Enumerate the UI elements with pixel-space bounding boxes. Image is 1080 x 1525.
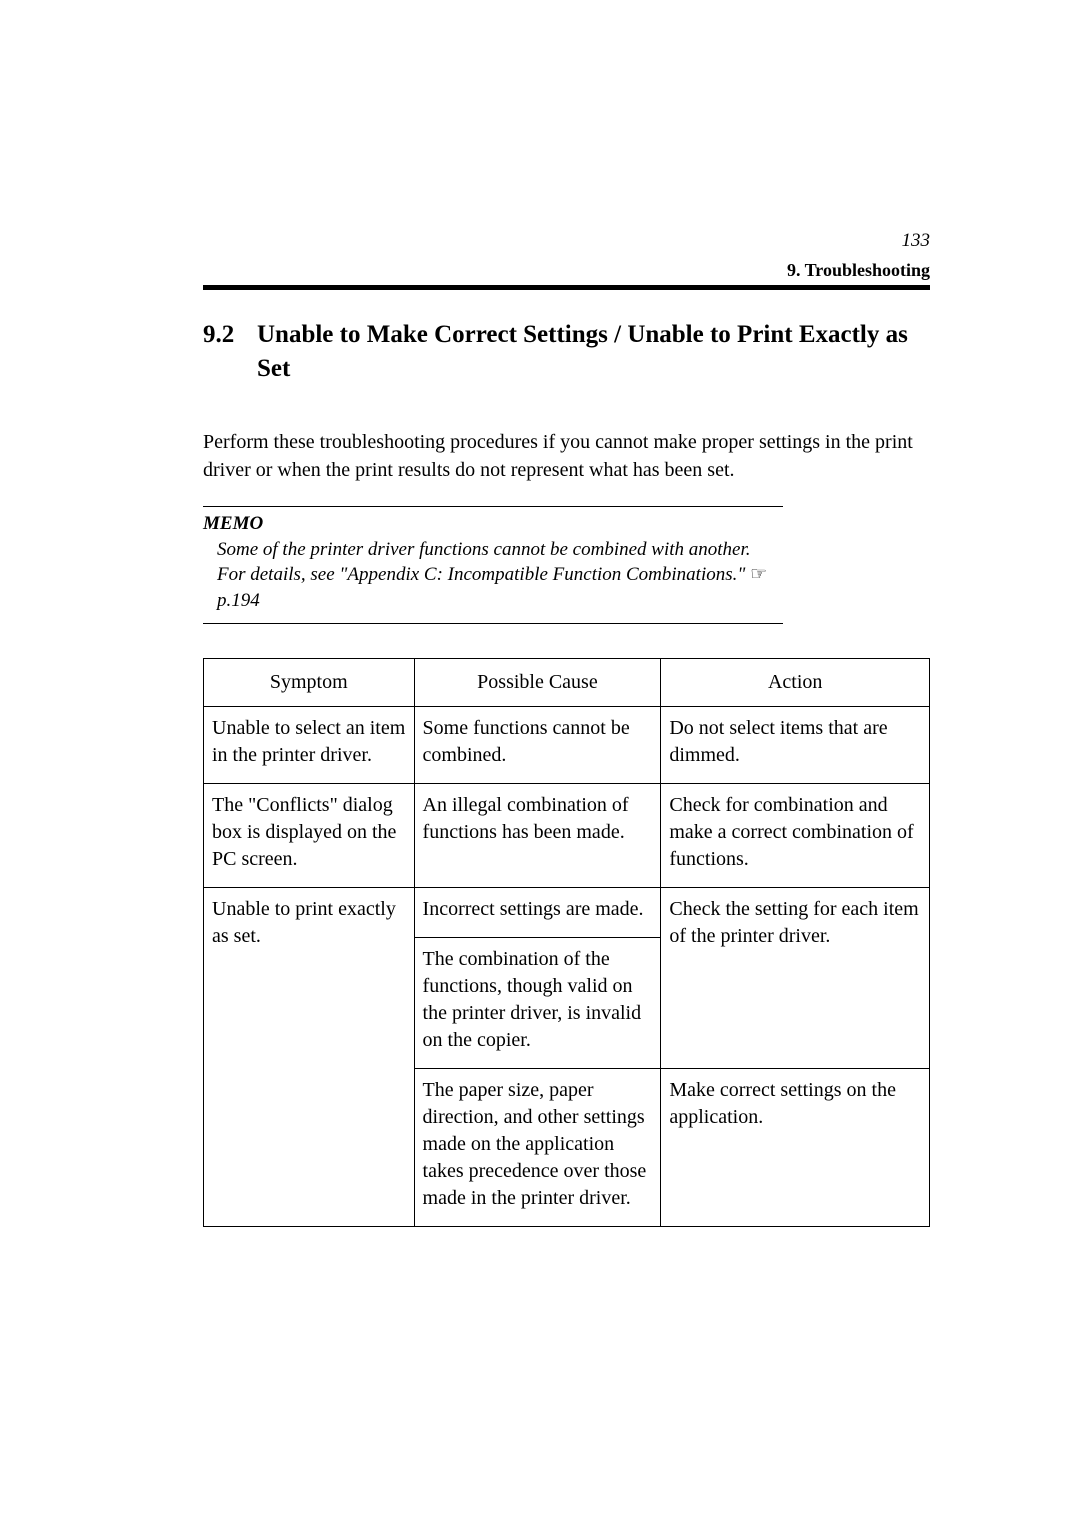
cell-symptom: Unable to print exactly as set. — [204, 888, 415, 1227]
cell-cause: An illegal combination of functions has … — [414, 784, 661, 888]
section-number: 9.2 — [203, 318, 257, 352]
col-header-action: Action — [661, 659, 930, 707]
section-heading: 9.2 Unable to Make Correct Settings / Un… — [203, 318, 930, 386]
page-number: 133 — [203, 230, 930, 252]
chapter-header: 9. Troubleshooting — [203, 260, 930, 281]
table-row: Unable to print exactly as set. Incorrec… — [204, 888, 930, 938]
col-header-cause: Possible Cause — [414, 659, 661, 707]
header-rule — [203, 285, 930, 290]
cell-action: Check for combination and make a correct… — [661, 784, 930, 888]
cell-symptom: The "Conflicts" dialog box is displayed … — [204, 784, 415, 888]
table-row: Unable to select an item in the printer … — [204, 707, 930, 784]
cell-action: Do not select items that are dimmed. — [661, 707, 930, 784]
cell-cause: Some functions cannot be combined. — [414, 707, 661, 784]
cell-cause: The combination of the functions, though… — [414, 938, 661, 1069]
page-content: 133 9. Troubleshooting 9.2 Unable to Mak… — [203, 230, 930, 1227]
section-title: Unable to Make Correct Settings / Unable… — [257, 318, 930, 386]
cell-action: Check the setting for each item of the p… — [661, 888, 930, 1069]
memo-page-ref: p.194 — [217, 590, 260, 611]
table-row: The "Conflicts" dialog box is displayed … — [204, 784, 930, 888]
troubleshooting-table: Symptom Possible Cause Action Unable to … — [203, 658, 930, 1227]
memo-block: MEMO Some of the printer driver function… — [203, 506, 783, 625]
col-header-symptom: Symptom — [204, 659, 415, 707]
memo-label: MEMO — [203, 513, 783, 535]
pointer-icon: ☞ — [750, 562, 767, 588]
memo-text: Some of the printer driver functions can… — [203, 537, 783, 614]
cell-cause: The paper size, paper direction, and oth… — [414, 1069, 661, 1227]
intro-paragraph: Perform these troubleshooting procedures… — [203, 428, 930, 484]
memo-text-body: Some of the printer driver functions can… — [217, 539, 751, 586]
cell-cause: Incorrect settings are made. — [414, 888, 661, 938]
table-header-row: Symptom Possible Cause Action — [204, 659, 930, 707]
cell-symptom: Unable to select an item in the printer … — [204, 707, 415, 784]
cell-action: Make correct settings on the application… — [661, 1069, 930, 1227]
